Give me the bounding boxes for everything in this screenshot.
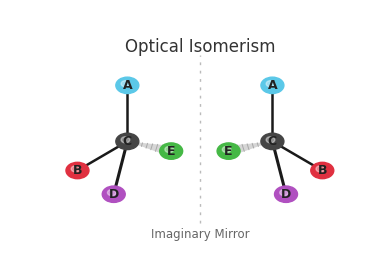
Circle shape [275,186,298,202]
Circle shape [316,166,325,172]
Circle shape [261,77,284,94]
Circle shape [261,133,284,150]
Circle shape [116,77,139,94]
Text: Imaginary Mirror: Imaginary Mirror [151,228,249,241]
Text: A: A [122,79,132,92]
Text: E: E [167,144,176,158]
Circle shape [71,166,80,172]
Circle shape [107,190,116,196]
Text: B: B [73,164,82,177]
Circle shape [311,162,334,179]
Circle shape [280,190,289,196]
Circle shape [121,137,130,143]
Text: E: E [224,144,233,158]
Text: D: D [281,188,291,201]
Text: D: D [108,188,119,201]
Circle shape [266,137,275,143]
Text: B: B [317,164,327,177]
Text: A: A [268,79,277,92]
Circle shape [121,81,130,87]
Circle shape [266,81,275,87]
Circle shape [102,186,125,202]
Text: Optical Isomerism: Optical Isomerism [125,38,275,55]
Circle shape [160,143,183,159]
Circle shape [116,133,139,150]
Text: C: C [123,135,132,148]
Circle shape [66,162,89,179]
Polygon shape [127,141,173,156]
Text: C: C [268,135,277,148]
Circle shape [165,146,174,153]
Circle shape [217,143,240,159]
Polygon shape [227,141,272,156]
Circle shape [222,146,231,153]
